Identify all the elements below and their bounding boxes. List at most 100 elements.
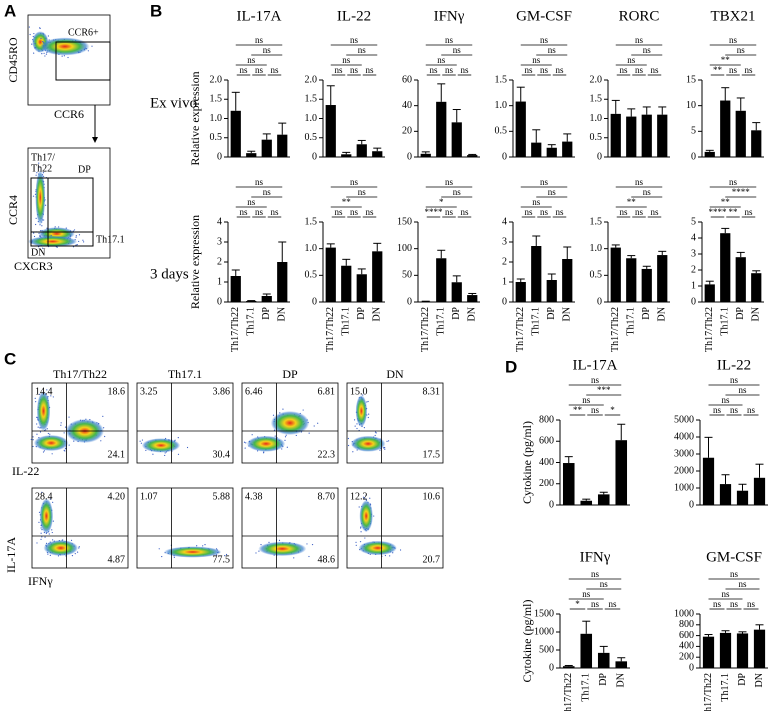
event-dot bbox=[43, 52, 45, 54]
y-tick-label: 10 bbox=[686, 100, 696, 111]
x-tick-label: DN bbox=[616, 673, 627, 687]
event-dot bbox=[161, 555, 163, 558]
significance-label: ns bbox=[591, 569, 600, 579]
bar bbox=[562, 141, 573, 157]
quadrant-value: 15.0 bbox=[350, 386, 368, 397]
quadrant-value: 17.5 bbox=[423, 449, 441, 460]
significance-label: ns bbox=[429, 65, 438, 75]
event-dot bbox=[375, 432, 377, 434]
significance-label: ns bbox=[600, 579, 609, 589]
density bbox=[40, 37, 90, 56]
x-tick-label: DN bbox=[372, 307, 383, 321]
bar bbox=[597, 494, 610, 505]
bar bbox=[641, 268, 652, 302]
x-tick-label: Th17/Th22 bbox=[230, 307, 241, 352]
bar bbox=[230, 276, 241, 302]
significance-label: ** bbox=[573, 405, 583, 415]
y-tick-label: 200 bbox=[679, 651, 694, 662]
y-axis-label: Cytokine (pg/ml) bbox=[520, 421, 534, 504]
x-tick-label: Th17.1 bbox=[531, 307, 542, 336]
event-dot bbox=[87, 50, 89, 52]
y-tick-label: 0 bbox=[312, 151, 317, 162]
event-dot bbox=[35, 401, 37, 403]
significance-label: ns bbox=[263, 187, 272, 197]
quadrant-value: 5.88 bbox=[213, 491, 231, 502]
chart-title: IL-22 bbox=[337, 8, 371, 24]
event-dot bbox=[360, 531, 362, 533]
significance-label: ns bbox=[532, 197, 541, 207]
significance-label: ns bbox=[582, 589, 591, 599]
bar bbox=[436, 258, 447, 302]
bar bbox=[230, 110, 241, 157]
event-dot bbox=[368, 413, 370, 415]
event-dot bbox=[76, 244, 78, 246]
event-dot bbox=[293, 557, 295, 559]
significance-label: ns bbox=[365, 207, 374, 217]
x-tick-label: DN bbox=[657, 307, 668, 321]
event-dot bbox=[164, 452, 166, 454]
x-tick-label: Th17/Th22 bbox=[703, 673, 714, 711]
significance-label: ns bbox=[555, 207, 564, 217]
density bbox=[350, 435, 386, 452]
event-dot bbox=[41, 536, 43, 538]
y-tick-label: 150 bbox=[397, 216, 412, 227]
event-dot bbox=[282, 408, 284, 410]
significance-label: * bbox=[439, 197, 444, 207]
event-dot bbox=[373, 515, 375, 517]
y-tick-label: 0 bbox=[407, 296, 412, 307]
y-tick-label: 40 bbox=[402, 100, 412, 111]
chart-title: TBX21 bbox=[711, 8, 756, 24]
y-tick-label: 4 bbox=[502, 216, 507, 227]
axis-label: CCR4 bbox=[6, 195, 20, 225]
chart-title: IL-17A bbox=[237, 8, 282, 24]
axis-label: IL-17A bbox=[4, 537, 18, 573]
event-dot bbox=[68, 416, 70, 418]
event-dot bbox=[388, 440, 390, 442]
significance-label: ns bbox=[270, 207, 279, 217]
event-dot bbox=[225, 553, 228, 556]
event-dot bbox=[42, 40, 44, 43]
bar bbox=[277, 262, 288, 302]
significance-label: ns bbox=[713, 599, 722, 609]
event-dot bbox=[224, 555, 226, 557]
significance-label: ns bbox=[635, 207, 644, 217]
significance-label: ns bbox=[532, 55, 541, 65]
x-tick-label: DN bbox=[562, 307, 573, 321]
significance-label: ns bbox=[247, 197, 256, 207]
bar bbox=[751, 273, 762, 302]
chart-title: RORC bbox=[619, 8, 660, 24]
quadrant-value: 4.38 bbox=[245, 491, 263, 502]
bar bbox=[420, 301, 431, 302]
significance-label: ns bbox=[350, 35, 359, 45]
x-tick-label: Th17/Th22 bbox=[563, 673, 574, 711]
quadrant-value: 14.4 bbox=[35, 386, 53, 397]
bar bbox=[704, 284, 715, 302]
event-dot bbox=[64, 448, 67, 450]
column-title: Th17.1 bbox=[168, 367, 202, 381]
significance-label: ns bbox=[635, 35, 644, 45]
event-dot bbox=[46, 428, 48, 430]
event-dot bbox=[70, 539, 73, 541]
event-dot bbox=[41, 225, 43, 227]
event-dot bbox=[52, 501, 54, 503]
density bbox=[43, 540, 79, 556]
significance-label: ns bbox=[524, 65, 533, 75]
significance-label: ns bbox=[540, 177, 549, 187]
y-tick-label: 0 bbox=[691, 296, 696, 307]
event-dot bbox=[36, 433, 38, 435]
event-dot bbox=[196, 545, 198, 547]
event-dot bbox=[399, 549, 402, 551]
event-dot bbox=[51, 531, 53, 534]
event-dot bbox=[367, 416, 369, 419]
gate-label: DN bbox=[31, 247, 45, 258]
event-dot bbox=[60, 422, 62, 424]
event-dot bbox=[45, 53, 48, 55]
y-tick-label: 0 bbox=[502, 296, 507, 307]
y-tick-label: 4 bbox=[691, 232, 696, 243]
y-tick-label: 1 bbox=[217, 276, 222, 287]
quadrant-value: 18.6 bbox=[108, 386, 126, 397]
event-dot bbox=[204, 544, 206, 546]
event-dot bbox=[47, 35, 49, 37]
bar bbox=[720, 100, 731, 157]
event-dot bbox=[61, 55, 63, 57]
